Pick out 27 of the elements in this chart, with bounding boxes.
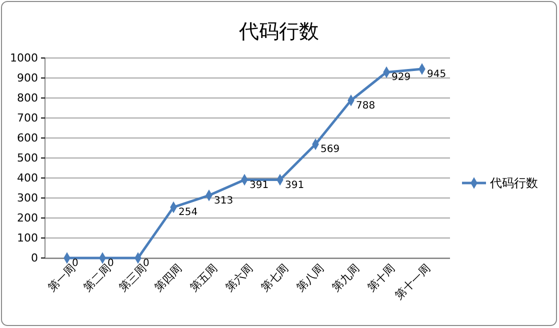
y-tick-label: 600 bbox=[17, 132, 38, 145]
y-tick-label: 900 bbox=[17, 72, 38, 85]
x-tick-label: 第七周 bbox=[258, 262, 291, 294]
y-tick-label: 500 bbox=[17, 152, 38, 165]
y-tick-label: 100 bbox=[17, 232, 38, 245]
x-tick-label: 第八周 bbox=[294, 262, 326, 294]
data-label: 788 bbox=[356, 100, 376, 112]
x-tick-label: 第六周 bbox=[222, 262, 256, 294]
data-label: 254 bbox=[178, 207, 198, 218]
x-tick-label: 第四周 bbox=[152, 262, 184, 294]
y-tick-label: 800 bbox=[17, 92, 38, 105]
data-label: 945 bbox=[427, 69, 446, 80]
y-tick-label: 0 bbox=[31, 252, 38, 265]
x-tick-label: 第五周 bbox=[187, 262, 220, 294]
y-tick-label: 300 bbox=[17, 192, 38, 205]
x-tick-label: 第九周 bbox=[329, 262, 362, 294]
data-label: 391 bbox=[250, 180, 269, 191]
y-tick-label: 400 bbox=[17, 172, 38, 185]
data-label: 391 bbox=[285, 180, 304, 191]
y-tick-label: 200 bbox=[17, 212, 38, 225]
data-label: 929 bbox=[392, 72, 411, 84]
chart-title: 代码行数 bbox=[238, 19, 319, 43]
y-tick-label: 1000 bbox=[10, 52, 38, 65]
data-label: 569 bbox=[320, 144, 340, 156]
y-tick-label: 700 bbox=[17, 112, 38, 125]
legend-label: 代码行数 bbox=[489, 176, 538, 190]
data-label: 313 bbox=[214, 195, 234, 206]
